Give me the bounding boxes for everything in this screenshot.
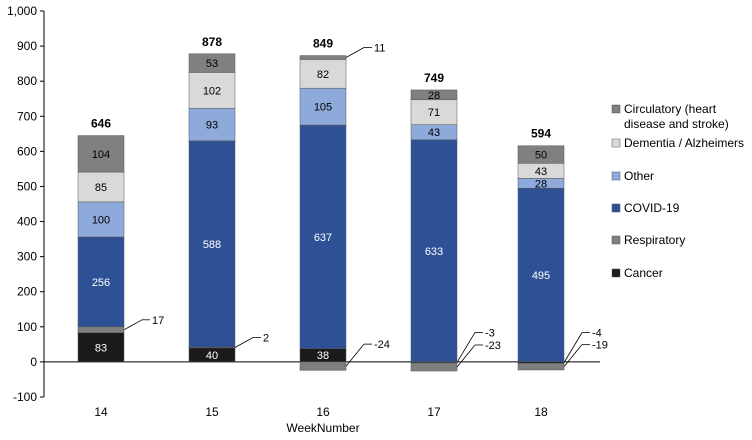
y-tick-label: 500 [17,179,37,193]
x-tick-label: 14 [94,405,108,419]
data-label: 53 [206,58,218,70]
total-label: 749 [424,71,444,85]
total-label: 878 [202,35,222,49]
data-label: 256 [92,277,110,289]
legend-label: Dementia / Alzheimers [624,136,744,150]
data-label: 71 [428,107,440,119]
data-label: 495 [532,270,550,282]
y-tick-label: 300 [17,250,37,264]
y-tick-label: 0 [30,355,37,369]
leader-line [345,47,365,58]
y-tick-label: 800 [17,74,37,88]
data-label: -4 [592,328,602,340]
bar-segment [410,89,458,101]
bar-segment [410,139,458,363]
x-tick-label: 16 [316,405,330,419]
bar-segment [77,236,125,328]
legend-swatch [611,138,621,148]
data-label: 28 [535,178,547,190]
data-label: 38 [317,350,329,362]
data-label: 93 [206,120,218,132]
legend-label: COVID-19 [624,201,680,215]
data-label: 43 [428,127,440,139]
x-axis-title: WeekNumber [286,421,359,435]
leader-line [563,332,583,363]
data-label: 2 [263,333,269,345]
bar-segment [77,201,125,238]
data-label: 28 [428,90,440,102]
leader-line [123,319,143,331]
data-label: 102 [203,85,221,97]
legend-label: Circulatory (heart [624,102,717,116]
data-label: -3 [485,327,495,339]
data-label: 100 [92,214,110,226]
y-tick-label: 400 [17,215,37,229]
x-tick-label: 18 [534,405,548,419]
legend-label: Cancer [624,266,663,280]
bar-segment [410,362,458,372]
data-label: 40 [206,350,218,362]
total-label: 849 [313,37,333,51]
legend-label: disease and stroke) [624,117,729,131]
data-label: 105 [314,102,332,114]
bar-segment [77,135,125,173]
x-tick-label: 17 [427,405,441,419]
data-label: -24 [374,339,390,351]
legend-label: Other [624,169,654,183]
y-tick-label: 100 [17,320,37,334]
bar-segment [299,87,347,126]
data-label: 82 [317,69,329,81]
data-label: 43 [535,166,547,178]
y-tick-label: -100 [13,390,37,404]
bar-segment [188,53,236,73]
data-label: 637 [314,232,332,244]
bar-segment [517,363,565,371]
leader-line [234,337,254,348]
legend-swatch [611,268,621,278]
data-label: -19 [592,340,608,352]
legend-swatch [611,203,621,213]
y-tick-label: 1,000 [7,4,37,18]
legend-label: Respiratory [624,233,685,247]
data-label: 83 [95,342,107,354]
data-label: 85 [95,182,107,194]
x-tick-label: 15 [205,405,219,419]
data-label: 17 [152,315,164,327]
bar-segment [188,72,236,109]
data-label: 633 [425,246,443,258]
bar-segment [517,187,565,363]
y-tick-label: 900 [17,39,37,53]
y-tick-label: 700 [17,109,37,123]
data-label: 588 [203,239,221,251]
y-tick-label: 600 [17,144,37,158]
data-label: -23 [485,340,501,352]
leader-line [563,344,583,367]
bar-segment [299,124,347,349]
leader-line [456,332,476,363]
bar-segment [77,171,125,203]
bar-segment [299,59,347,89]
bar-segment [517,145,565,164]
bar-segment [77,326,125,334]
leader-line [456,344,476,368]
legend-swatch [611,171,621,181]
leader-line [345,343,365,367]
bar-segment [299,55,347,60]
legend-swatch [611,235,621,245]
total-label: 594 [531,127,551,141]
bar-segment [77,332,125,363]
data-label: 104 [92,149,110,161]
bar-segment [188,140,236,348]
total-label: 646 [91,117,111,131]
data-label: 50 [535,150,547,162]
data-label: 11 [374,42,385,54]
legend-swatch [611,104,621,114]
y-tick-label: 200 [17,285,37,299]
bar-segment [299,361,347,371]
bar-segment [410,99,458,125]
